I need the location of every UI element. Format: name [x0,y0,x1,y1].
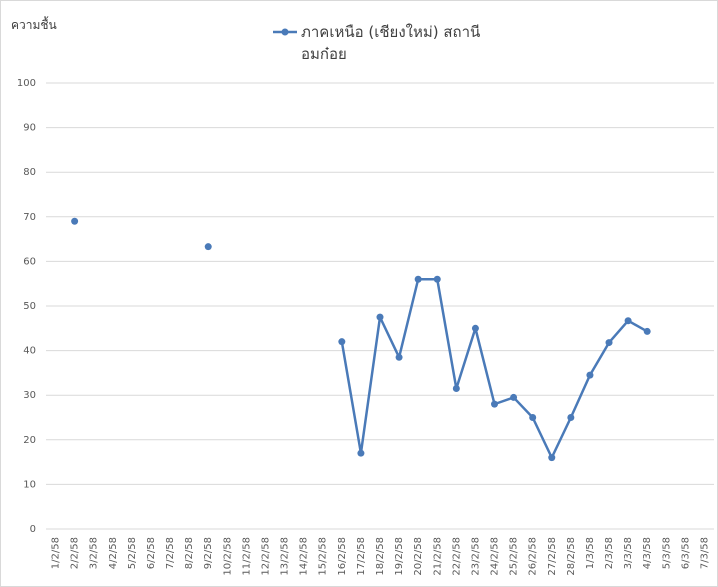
x-tick-label: 24/2/58 [490,537,501,576]
x-tick-label: 27/2/58 [547,537,558,576]
y-tick-label: 10 [23,479,36,490]
x-tick-label: 22/2/58 [451,537,462,576]
x-tick-label: 4/3/58 [642,537,653,569]
legend-entry: ภาคเหนือ (เชียงใหม่) สถานีอมก๋อย [301,23,481,63]
data-point [433,275,441,283]
x-tick-label: 6/2/58 [146,537,157,569]
data-point [586,371,594,379]
data-point [624,317,632,325]
data-point [376,313,384,321]
data-point [471,324,479,332]
y-tick-label: 30 [23,390,36,401]
x-tick-label: 6/3/58 [680,537,691,569]
x-tick-label: 25/2/58 [509,537,520,576]
y-tick-label: 20 [23,435,36,446]
data-point [548,454,556,462]
data-point [567,414,575,421]
x-tick-label: 8/2/58 [184,537,195,569]
x-tick-label: 17/2/58 [356,537,367,576]
x-tick-label: 3/2/58 [89,537,100,569]
x-tick-label: 21/2/58 [432,537,443,576]
y-tick-label: 70 [23,212,36,223]
data-point [529,414,537,421]
x-tick-label: 5/2/58 [127,537,138,569]
x-tick-label: 7/2/58 [165,537,176,569]
x-tick-label: 7/3/58 [699,537,710,569]
x-tick-label: 3/3/58 [623,537,634,569]
x-tick-label: 19/2/58 [394,537,405,576]
data-point [395,353,403,361]
x-tick-label: 28/2/58 [566,537,577,576]
x-tick-label: 16/2/58 [337,537,348,576]
x-tick-label: 15/2/58 [318,537,329,576]
y-axis-label: ความชื้น [11,18,57,32]
x-tick-label: 1/3/58 [585,537,596,569]
x-tick-label: 23/2/58 [470,537,481,576]
x-tick-label: 13/2/58 [280,537,291,576]
y-tick-label: 50 [23,301,36,312]
y-tick-label: 90 [23,123,36,134]
x-tick-label: 9/2/58 [203,537,214,569]
data-point [357,449,365,457]
x-tick-label: 11/2/58 [241,537,252,576]
x-tick-label: 14/2/58 [299,537,310,576]
x-tick-label: 4/2/58 [108,537,119,569]
data-point [605,339,613,347]
x-tick-label: 18/2/58 [375,537,386,576]
data-point [510,393,518,401]
data-point [338,338,346,346]
x-tick-label: 5/3/58 [661,537,672,569]
data-point [71,217,79,225]
data-point [643,327,651,335]
data-point [452,385,460,393]
y-tick-label: 80 [23,167,36,178]
data-point [491,400,499,408]
y-tick-label: 0 [30,524,36,535]
y-tick-label: 100 [17,78,36,89]
x-tick-label: 20/2/58 [413,537,424,576]
y-tick-label: 40 [23,346,36,357]
x-tick-label: 2/2/58 [70,537,81,569]
data-point [414,275,422,283]
data-point [204,243,212,251]
y-tick-label: 60 [23,256,36,267]
x-tick-label: 1/2/58 [51,537,62,569]
legend-marker [281,28,289,36]
x-tick-label: 10/2/58 [222,537,233,576]
x-tick-label: 2/3/58 [604,537,615,569]
x-tick-label: 26/2/58 [528,537,539,576]
x-tick-label: 12/2/58 [260,537,271,576]
